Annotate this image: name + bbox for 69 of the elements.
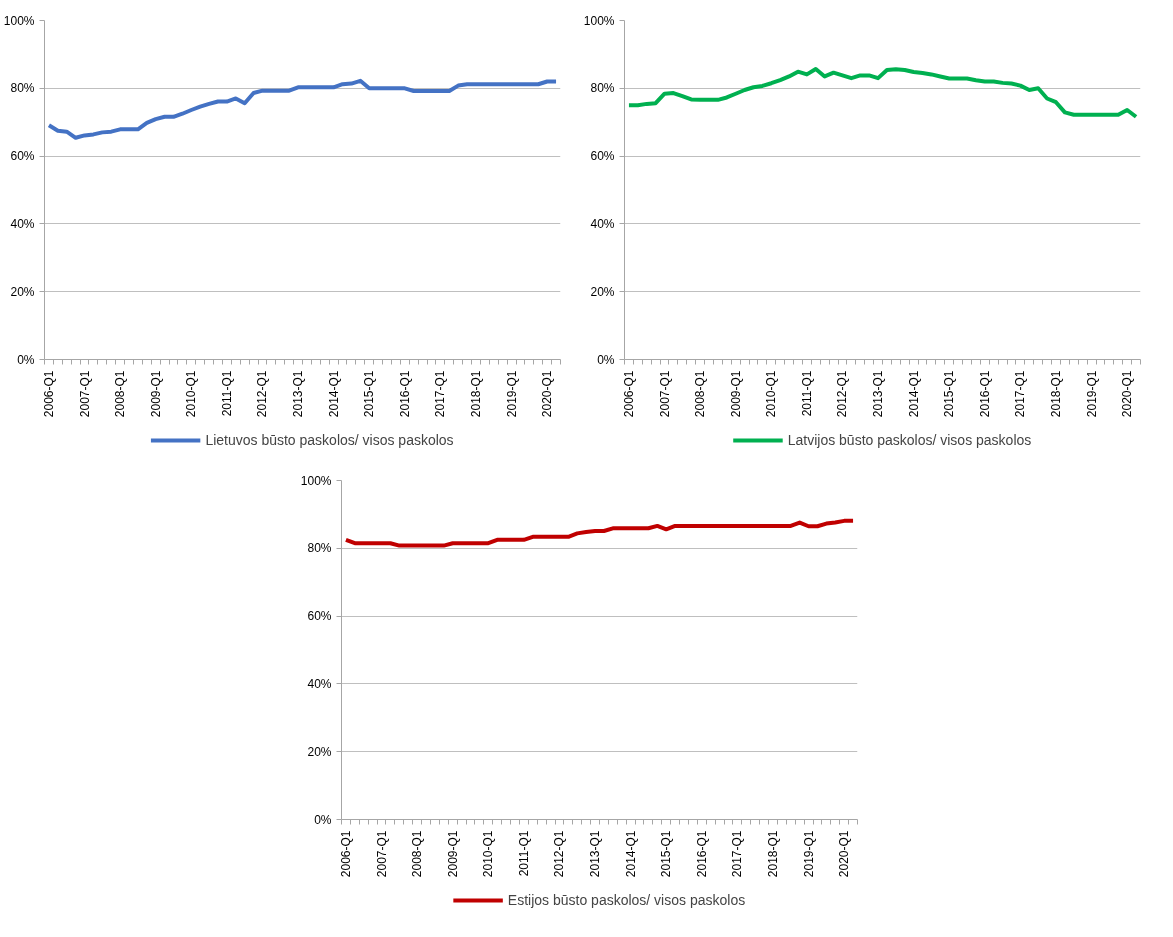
x-tick-label: 2017-Q1: [433, 370, 448, 418]
x-tick-label: 2020-Q1: [540, 370, 555, 418]
x-tick-label: 2020-Q1: [1120, 370, 1135, 418]
x-tick-label: 2015-Q1: [362, 370, 377, 418]
y-tick-label: 60%: [307, 609, 332, 624]
x-tick-label: 2008-Q1: [113, 370, 128, 418]
x-tick-label: 2006-Q1: [338, 830, 353, 878]
y-tick-label: 80%: [307, 541, 332, 556]
legend-label: Lietuvos būsto paskolos/ visos paskolos: [205, 432, 454, 448]
x-tick-label: 2012-Q1: [835, 370, 850, 418]
x-tick-label: 2013-Q1: [291, 370, 306, 418]
x-tick-label: 2015-Q1: [942, 370, 957, 418]
legend-label: Estijos būsto paskolos/ visos paskolos: [507, 892, 746, 908]
x-tick-label: 2009-Q1: [445, 830, 460, 878]
x-tick-label: 2016-Q1: [397, 370, 412, 418]
x-tick-label: 2010-Q1: [481, 830, 496, 878]
x-tick-label: 2014-Q1: [623, 830, 638, 878]
x-tick-label: 2009-Q1: [728, 370, 743, 418]
x-tick-label: 2010-Q1: [184, 370, 199, 418]
y-tick-label: 40%: [10, 216, 35, 231]
y-tick-label: 20%: [307, 744, 332, 759]
y-tick-label: 40%: [590, 216, 615, 231]
y-tick-label: 60%: [10, 149, 35, 164]
x-tick-label: 2019-Q1: [504, 370, 519, 418]
y-tick-label: 80%: [10, 81, 35, 96]
y-tick-label: 20%: [10, 284, 35, 299]
x-tick-label: 2011-Q1: [799, 370, 814, 417]
x-tick-label: 2012-Q1: [255, 370, 270, 418]
x-tick-label: 2010-Q1: [764, 370, 779, 418]
line-series: [343, 518, 856, 548]
x-tick-label: 2018-Q1: [1048, 370, 1063, 418]
x-tick-label: 2008-Q1: [693, 370, 708, 418]
x-tick-label: 2007-Q1: [657, 370, 672, 418]
y-tick-label: 0%: [597, 352, 615, 367]
x-tick-label: 2006-Q1: [621, 370, 636, 418]
x-tick-label: 2014-Q1: [906, 370, 921, 418]
x-tick-label: 2019-Q1: [1084, 370, 1099, 418]
x-tick-label: 2011-Q1: [219, 370, 234, 417]
line-series: [626, 66, 1139, 119]
x-tick-label: 2007-Q1: [77, 370, 92, 418]
x-tick-label: 2008-Q1: [410, 830, 425, 878]
y-tick-label: 40%: [307, 676, 332, 691]
y-tick-label: 0%: [17, 352, 35, 367]
y-tick-label: 100%: [583, 13, 615, 28]
x-tick-label: 2018-Q1: [468, 370, 483, 418]
y-tick-label: 20%: [590, 284, 615, 299]
y-tick-label: 60%: [590, 149, 615, 164]
y-tick-label: 100%: [300, 473, 332, 488]
y-tick-label: 80%: [590, 81, 615, 96]
x-tick-label: 2009-Q1: [148, 370, 163, 418]
line-series: [46, 78, 559, 140]
x-tick-label: 2007-Q1: [374, 830, 389, 878]
x-tick-label: 2018-Q1: [765, 830, 780, 878]
x-tick-label: 2019-Q1: [801, 830, 816, 878]
x-tick-label: 2016-Q1: [694, 830, 709, 878]
x-tick-label: 2013-Q1: [871, 370, 886, 418]
x-tick-label: 2012-Q1: [552, 830, 567, 878]
x-tick-label: 2006-Q1: [41, 370, 56, 418]
x-tick-label: 2016-Q1: [977, 370, 992, 418]
x-tick-label: 2015-Q1: [659, 830, 674, 878]
x-tick-label: 2014-Q1: [326, 370, 341, 418]
x-tick-label: 2011-Q1: [516, 830, 531, 877]
y-tick-label: 0%: [314, 812, 332, 827]
y-tick-label: 100%: [3, 13, 35, 28]
x-tick-label: 2017-Q1: [1013, 370, 1028, 418]
x-tick-label: 2020-Q1: [837, 830, 852, 878]
x-tick-label: 2017-Q1: [730, 830, 745, 878]
legend-label: Latvijos būsto paskolos/ visos paskolos: [787, 432, 1032, 448]
x-tick-label: 2013-Q1: [588, 830, 603, 878]
